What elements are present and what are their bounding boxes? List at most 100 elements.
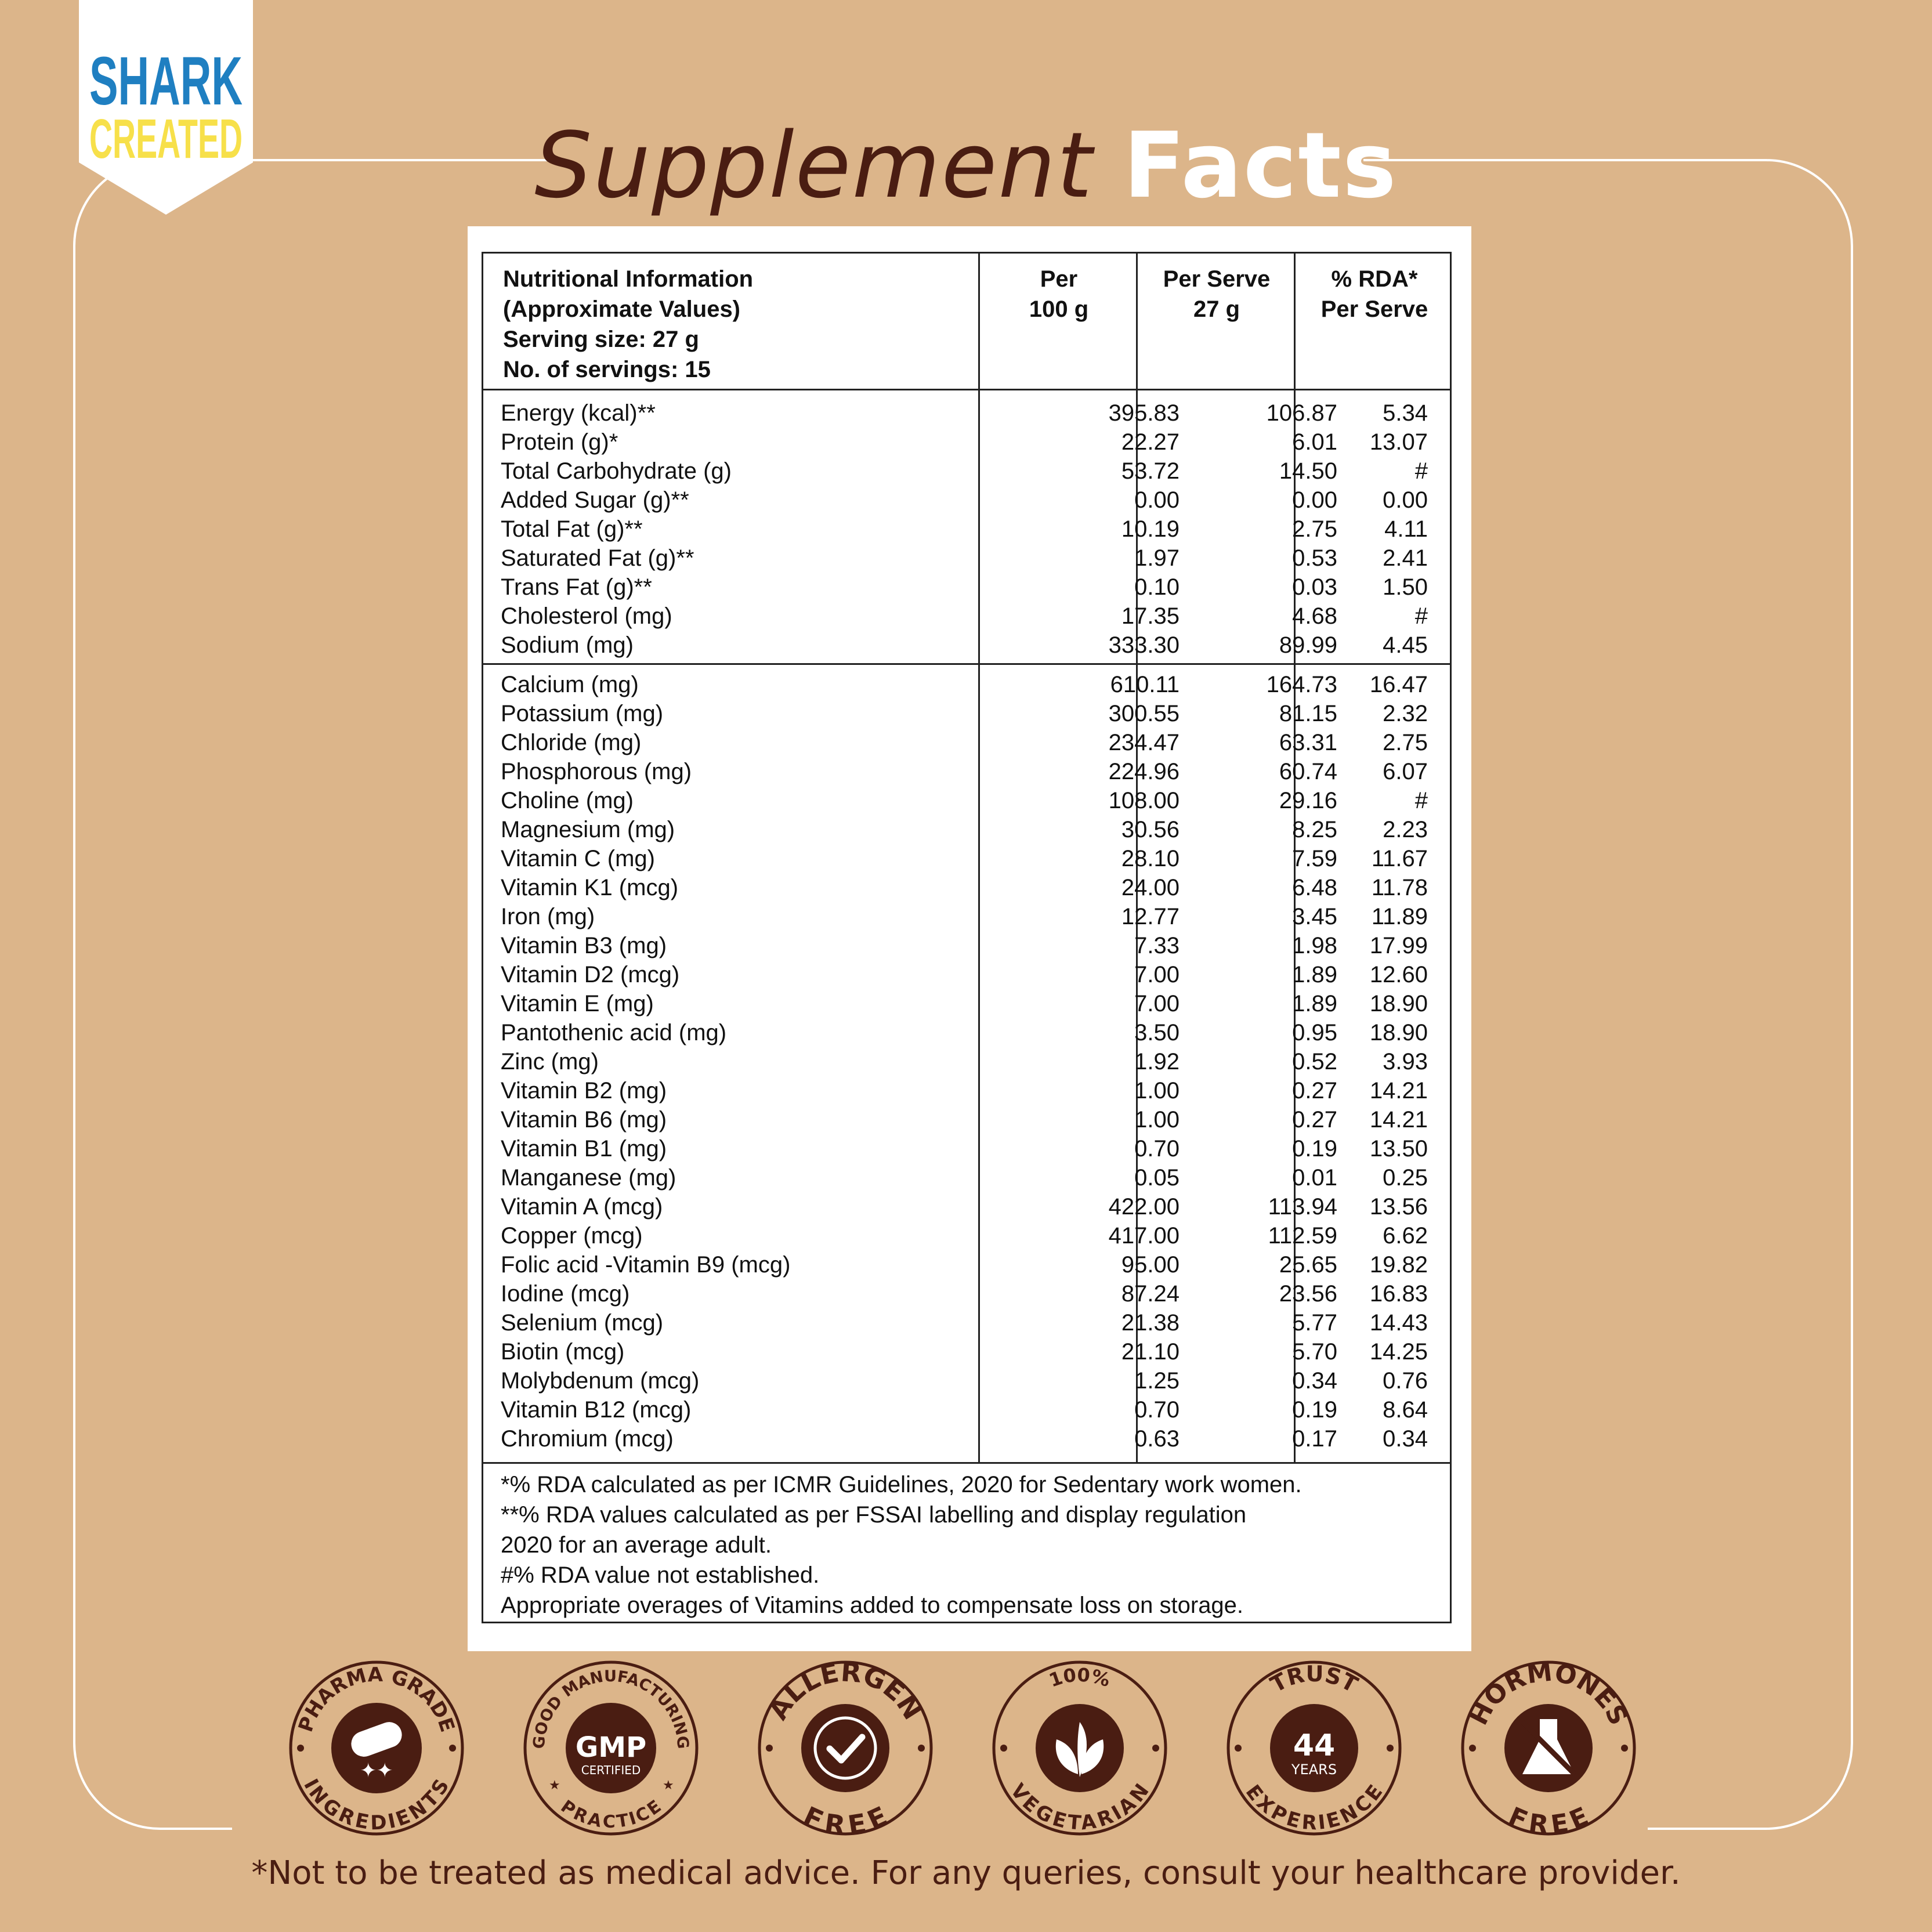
section-divider — [483, 663, 1450, 665]
table-header: Nutritional Information (Approximate Val… — [483, 254, 1450, 390]
nutrient-name: Vitamin B3 (mg) — [501, 933, 667, 958]
value-rda: 2.23 — [1383, 817, 1428, 842]
medical-disclaimer: *Not to be treated as medical advice. Fo… — [251, 1854, 1681, 1892]
value-per-serve: 0.95 — [1292, 1020, 1337, 1045]
header-info: Nutritional Information (Approximate Val… — [503, 264, 753, 385]
value-per-serve: 25.65 — [1279, 1252, 1337, 1278]
badge-gmp: GOOD MANUFACTURING PRACTICE GMP CERTIFIE… — [523, 1660, 699, 1836]
nutrient-name: Added Sugar (g)** — [501, 487, 689, 513]
value-rda: 14.21 — [1369, 1107, 1428, 1133]
value-per-100g: 17.35 — [1121, 603, 1180, 629]
svg-text:★: ★ — [549, 1778, 560, 1793]
svg-text:★: ★ — [663, 1778, 674, 1793]
table-row: Vitamin B2 (mg) 1.00 0.27 14.21 — [483, 1076, 1450, 1105]
value-per-100g: 7.33 — [1134, 933, 1180, 958]
header-info-line: Nutritional Information — [503, 266, 754, 292]
trust-seal-icon: 44 YEARS — [1291, 1728, 1337, 1778]
column-divider — [1136, 254, 1138, 1464]
nutrient-name: Trans Fat (g)** — [501, 574, 652, 600]
nutrient-name: Iodine (mcg) — [501, 1281, 630, 1307]
badge-pharma-grade: PHARMA GRADE INGREDIENTS ✦✦ — [289, 1660, 464, 1836]
value-per-100g: 422.00 — [1108, 1194, 1180, 1220]
svg-text:YEARS: YEARS — [1291, 1761, 1337, 1778]
value-rda: 14.21 — [1369, 1078, 1428, 1104]
value-rda: # — [1414, 603, 1428, 629]
nutrient-name: Total Fat (g)** — [501, 516, 643, 542]
frame-gap — [232, 1799, 1648, 1845]
nutrient-name: Zinc (mg) — [501, 1049, 599, 1074]
value-per-serve: 14.50 — [1279, 458, 1337, 484]
column-divider — [978, 254, 980, 1464]
nutrient-name: Manganese (mg) — [501, 1165, 676, 1191]
value-rda: # — [1414, 788, 1428, 813]
nutrient-name: Magnesium (mg) — [501, 817, 675, 842]
table-row: Vitamin K1 (mcg) 24.00 6.48 11.78 — [483, 873, 1450, 902]
header-serving-size: Serving size: 27 g — [503, 327, 699, 352]
table-row: Vitamin C (mg) 28.10 7.59 11.67 — [483, 844, 1450, 873]
svg-text:CERTIFIED: CERTIFIED — [581, 1763, 641, 1777]
table-row: Potassium (mg) 300.55 81.15 2.32 — [483, 699, 1450, 728]
nutrient-name: Chloride (mg) — [501, 730, 642, 755]
column-divider — [1294, 254, 1296, 1464]
table-row: Energy (kcal)** 395.83 106.87 5.34 — [483, 399, 1450, 428]
nutrient-name: Pantothenic acid (mg) — [501, 1020, 727, 1045]
table-row: Protein (g)* 22.27 6.01 13.07 — [483, 428, 1450, 457]
section-divider — [483, 1462, 1450, 1464]
value-per-serve: 0.27 — [1292, 1107, 1337, 1133]
value-per-serve: 2.75 — [1292, 516, 1337, 542]
value-rda: 17.99 — [1369, 933, 1428, 958]
value-per-serve: 0.19 — [1292, 1397, 1337, 1423]
value-per-100g: 224.96 — [1108, 759, 1180, 784]
value-rda: 3.93 — [1383, 1049, 1428, 1074]
table-row: Chloride (mg) 234.47 63.31 2.75 — [483, 728, 1450, 757]
nutrient-name: Cholesterol (mg) — [501, 603, 672, 629]
value-per-100g: 12.77 — [1121, 904, 1180, 929]
logo-line-shark: SHARK — [89, 43, 243, 120]
value-per-serve: 113.94 — [1268, 1194, 1337, 1220]
table-row: Iron (mg) 12.77 3.45 11.89 — [483, 902, 1450, 931]
value-rda: 11.89 — [1371, 904, 1428, 929]
value-rda: 4.45 — [1383, 632, 1428, 658]
value-per-100g: 0.70 — [1134, 1136, 1180, 1162]
table-row: Vitamin B3 (mg) 7.33 1.98 17.99 — [483, 931, 1450, 960]
value-per-serve: 0.53 — [1292, 545, 1337, 571]
header-per-100g: Per 100 g — [1029, 266, 1089, 322]
nutrient-name: Iron (mg) — [501, 904, 595, 929]
value-rda: 4.11 — [1384, 516, 1428, 542]
table-row: Choline (mg) 108.00 29.16 # — [483, 786, 1450, 815]
value-per-100g: 1.92 — [1134, 1049, 1180, 1074]
svg-text:✦✦: ✦✦ — [360, 1759, 393, 1782]
nutrient-name: Saturated Fat (g)** — [501, 545, 694, 571]
nutrient-name: Molybdenum (mcg) — [501, 1368, 700, 1394]
value-per-100g: 610.11 — [1110, 672, 1180, 697]
value-rda: 2.41 — [1383, 545, 1428, 571]
value-per-serve: 0.03 — [1292, 574, 1337, 600]
value-per-100g: 30.56 — [1121, 817, 1180, 842]
table-row: Trans Fat (g)** 0.10 0.03 1.50 — [483, 573, 1450, 602]
value-per-serve: 1.89 — [1292, 991, 1337, 1016]
value-per-serve: 8.25 — [1292, 817, 1337, 842]
value-per-serve: 6.01 — [1292, 429, 1337, 455]
value-per-serve: 29.16 — [1279, 788, 1337, 813]
table-row: Copper (mcg) 417.00 112.59 6.62 — [483, 1221, 1450, 1250]
table-row: Vitamin B12 (mcg) 0.70 0.19 8.64 — [483, 1395, 1450, 1424]
value-per-100g: 7.00 — [1134, 962, 1180, 987]
table-row: Vitamin B1 (mg) 0.70 0.19 13.50 — [483, 1134, 1450, 1163]
table-row: Calcium (mg) 610.11 164.73 16.47 — [483, 670, 1450, 699]
table-row: Pantothenic acid (mg) 3.50 0.95 18.90 — [483, 1018, 1450, 1047]
value-per-100g: 28.10 — [1121, 846, 1180, 871]
table-row: Saturated Fat (g)** 1.97 0.53 2.41 — [483, 544, 1450, 573]
table-row: Vitamin D2 (mcg) 7.00 1.89 12.60 — [483, 960, 1450, 989]
value-per-100g: 7.00 — [1134, 991, 1180, 1016]
nutrient-name: Vitamin C (mg) — [501, 846, 655, 871]
value-rda: 0.00 — [1383, 487, 1428, 513]
badge-trust: TRUST EXPERIENCE 44 YEARS — [1227, 1660, 1402, 1836]
value-per-100g: 417.00 — [1108, 1223, 1180, 1249]
value-per-serve: 0.00 — [1292, 487, 1337, 513]
nutrient-name: Sodium (mg) — [501, 632, 634, 658]
badge-top-text: TRUST — [1267, 1661, 1362, 1698]
nutrient-name: Vitamin E (mg) — [501, 991, 654, 1016]
footnote: Appropriate overages of Vitamins added t… — [501, 1593, 1244, 1618]
title-facts: Facts — [1123, 113, 1398, 218]
value-per-serve: 7.59 — [1292, 846, 1337, 871]
